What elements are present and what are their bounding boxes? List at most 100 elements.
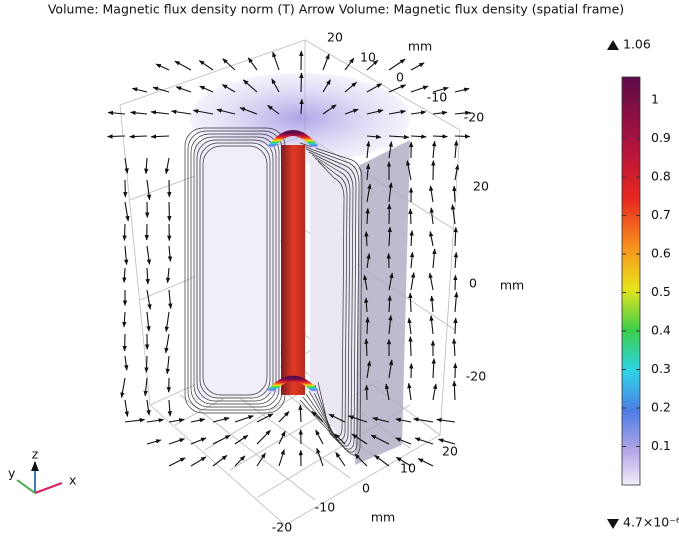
field-arrow: [108, 136, 125, 137]
field-arrow: [153, 87, 169, 92]
field-arrow: [167, 356, 169, 374]
field-arrow: [125, 246, 127, 265]
field-arrow: [125, 202, 128, 221]
field-arrow: [455, 227, 456, 246]
field-arrow: [279, 450, 284, 466]
axis-tick-label: 0: [469, 276, 477, 291]
field-arrow: [375, 455, 389, 466]
field-arrow: [410, 209, 411, 224]
field-arrow: [151, 136, 169, 137]
field-arrow: [168, 268, 169, 283]
field-arrow: [455, 318, 456, 334]
axis-tick-label: 0: [396, 70, 404, 85]
field-arrow: [147, 246, 150, 264]
colorbar-min: 4.7×10⁻⁶: [623, 515, 679, 530]
field-arrow: [191, 419, 205, 422]
field-arrow: [147, 312, 149, 331]
field-arrow: [166, 334, 169, 353]
triad-label: z: [32, 447, 39, 462]
axis-tick-label: 10: [360, 50, 376, 65]
triad-label: y: [8, 466, 16, 481]
field-arrow: [147, 268, 148, 284]
field-arrow: [147, 290, 150, 309]
field-arrow: [171, 111, 191, 114]
colorbar-tick-label: 0.4: [651, 323, 671, 338]
axis-tick-label: 20: [473, 179, 489, 194]
field-arrow: [147, 180, 150, 200]
axis-tick-label: 20: [327, 30, 343, 45]
field-arrow: [108, 112, 125, 114]
field-arrow: [124, 224, 125, 240]
colorbar-tick-label: 0.9: [651, 130, 671, 145]
field-arrow: [169, 439, 185, 444]
axis-tick-label: -10: [315, 500, 335, 515]
field-arrow: [300, 405, 301, 422]
field-arrow: [191, 457, 206, 466]
field-arrow: [411, 63, 424, 70]
field-arrow: [410, 337, 411, 356]
field-arrow: [433, 249, 435, 268]
iron-core: [281, 145, 305, 395]
colorbar-max: 1.06: [623, 37, 651, 52]
axis-tick-label: -20: [466, 369, 486, 384]
field-arrow: [213, 435, 230, 444]
field-arrow: [389, 59, 405, 70]
field-arrow: [279, 412, 289, 422]
field-arrow: [257, 430, 270, 444]
triad: z x y: [8, 447, 76, 494]
field-arrow: [147, 400, 149, 415]
field-arrow: [213, 418, 229, 422]
field-arrow: [414, 419, 433, 422]
axis-tick-label: 0: [362, 481, 370, 496]
field-arrow: [409, 318, 411, 334]
colorbar-tick-label: 1: [651, 92, 659, 107]
field-arrow: [273, 52, 279, 70]
field-arrow: [146, 158, 147, 174]
axis-tick-label: 20: [442, 444, 458, 459]
field-arrow: [125, 158, 127, 173]
field-arrow: [124, 268, 125, 282]
field-arrow: [169, 400, 170, 416]
field-arrow: [317, 448, 323, 466]
field-arrow: [433, 141, 435, 158]
colorbar-tick-label: 0.2: [651, 400, 671, 415]
field-arrow: [455, 275, 456, 290]
field-arrow: [147, 440, 161, 444]
coil-face: [310, 150, 358, 460]
field-arrow: [169, 246, 170, 261]
axis-tick-label: -10: [427, 90, 447, 105]
max-marker: [607, 40, 619, 50]
colorbar-tick-label: 0.1: [651, 438, 671, 453]
field-arrow: [433, 384, 436, 400]
field-arrow: [175, 61, 191, 70]
field-arrow: [166, 312, 169, 332]
field-arrow: [367, 317, 368, 334]
field-arrow: [455, 252, 456, 268]
colorbar-tick-label: 0.5: [651, 284, 671, 299]
field-arrow: [176, 87, 191, 92]
field-arrow: [411, 252, 413, 268]
field-arrow: [169, 458, 185, 466]
field-arrow: [145, 378, 147, 396]
field-arrow: [336, 452, 345, 466]
field-arrow: [410, 293, 411, 312]
field-arrow: [235, 416, 253, 422]
field-arrow: [455, 141, 457, 158]
field-arrow: [455, 292, 457, 312]
field-arrow: [147, 420, 164, 422]
field-arrow: [125, 356, 127, 370]
field-arrow: [257, 453, 265, 466]
field-arrow: [169, 290, 171, 309]
field-arrow: [433, 112, 447, 114]
axis-tick-label: -20: [272, 520, 292, 535]
field-arrow: [433, 136, 447, 137]
field-arrow: [146, 356, 147, 372]
axis-unit: mm: [500, 278, 524, 293]
field-arrow: [430, 273, 433, 290]
triad-label: x: [69, 473, 76, 488]
axis-unit: mm: [408, 39, 432, 54]
field-arrow: [411, 231, 412, 246]
field-arrow: [316, 430, 323, 444]
colorbar-tick-label: 0.8: [651, 169, 671, 184]
